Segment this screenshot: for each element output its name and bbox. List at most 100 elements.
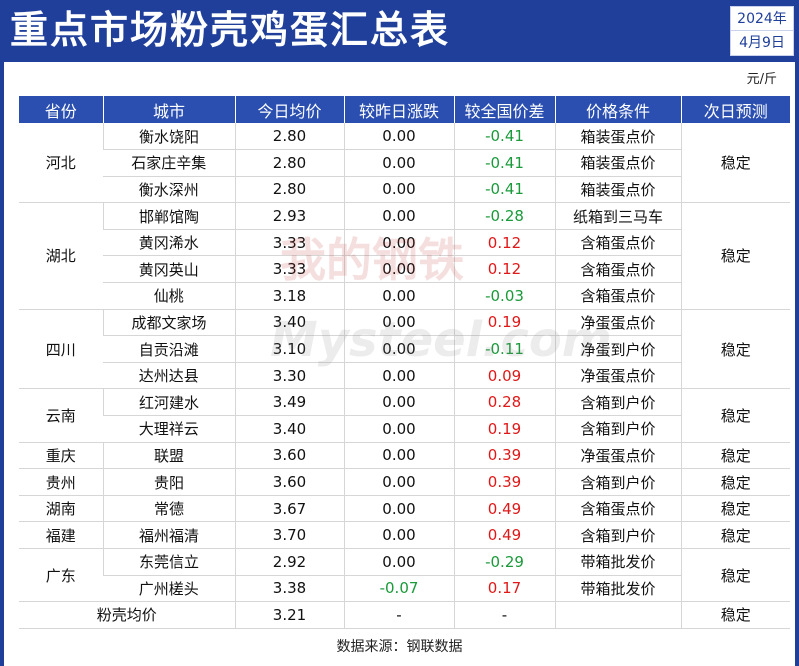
city-cell: 黄冈英山 [103, 255, 235, 284]
change-cell: -0.07 [343, 575, 454, 603]
condition-cell: 含箱蛋点价 [554, 495, 681, 523]
price-cell: 3.30 [234, 362, 344, 390]
table-row: 四川 成都文家场 3.40 0.00 0.19 净蛋蛋点价 稳定 [19, 309, 790, 390]
diff-cell: 0.49 [453, 495, 555, 523]
change-cell: 0.00 [343, 229, 454, 257]
diff-cell: 0.28 [453, 388, 555, 417]
table-row: 河北 衡水饶阳 2.80 0.00 -0.41 箱装蛋点价 稳定 [19, 123, 790, 204]
col-header-condition: 价格条件 [554, 96, 681, 123]
diff-cell: -0.41 [453, 123, 555, 151]
forecast-cell: 稳定 [680, 468, 790, 496]
city-cell: 衡水饶阳 [102, 123, 235, 151]
province-cell: 福建 [19, 521, 103, 549]
condition-cell: 净蛋到户价 [554, 335, 681, 363]
col-header-diff: 较全国价差 [453, 96, 555, 123]
city-cell: 东莞信立 [102, 548, 235, 576]
forecast-cell: 稳定 [680, 495, 790, 523]
date-box: 2024年 4月9日 [730, 6, 794, 56]
diff-cell: -0.28 [453, 202, 555, 230]
change-cell: 0.00 [343, 388, 454, 417]
col-header-change: 较昨日涨跌 [343, 96, 454, 123]
frame-left [0, 62, 4, 666]
table-row: 重庆 联盟 3.60 0.00 0.39 净蛋蛋点价 稳定 [19, 442, 790, 470]
condition-cell: 含箱蛋点价 [554, 282, 681, 310]
price-cell: 3.40 [234, 309, 344, 337]
table-row: 湖南 常德 3.67 0.00 0.49 含箱蛋点价 稳定 [19, 495, 790, 523]
diff-cell: 0.09 [453, 362, 555, 390]
province-cell: 河北 [19, 123, 103, 204]
price-cell: 2.80 [234, 149, 344, 177]
date-day: 4月9日 [739, 35, 785, 51]
price-cell: 2.80 [234, 176, 344, 204]
table-row: 达州达县 3.30 0.00 0.09 净蛋蛋点价 [19, 362, 790, 390]
price-cell: 3.38 [234, 575, 344, 603]
page-title: 重点市场粉壳鸡蛋汇总表 [10, 8, 451, 52]
condition-cell: 净蛋蛋点价 [554, 309, 681, 337]
province-cell: 云南 [19, 388, 103, 443]
province-cell: 湖南 [19, 495, 103, 523]
price-cell: 3.67 [234, 495, 344, 523]
data-source: 数据来源：钢联数据 [336, 639, 463, 655]
city-cell: 广州槎头 [103, 575, 235, 603]
city-cell: 红河建水 [102, 388, 235, 417]
condition-cell: 净蛋蛋点价 [554, 362, 681, 390]
table-row: 大理祥云 3.40 0.00 0.19 含箱到户价 [19, 415, 790, 443]
diff-cell: 0.39 [453, 442, 555, 470]
condition-cell: 纸箱到三马车 [554, 202, 681, 230]
change-cell: 0.00 [343, 362, 454, 390]
diff-cell: -0.41 [453, 149, 555, 177]
col-header-province: 省份 [19, 96, 103, 123]
city-cell: 衡水深州 [103, 176, 235, 204]
change-cell: 0.00 [343, 149, 454, 177]
condition-cell: 箱装蛋点价 [554, 123, 681, 151]
price-table: 省份 城市 今日均价 较昨日涨跌 较全国价差 价格条件 次日预测 河北 衡水饶阳 2… [19, 96, 790, 629]
diff-cell: 0.49 [453, 521, 555, 549]
price-cell: 2.93 [234, 202, 344, 230]
table-row: 云南 红河建水 3.49 0.00 0.28 含箱到户价 稳定 [19, 388, 790, 443]
condition-cell: 带箱批发价 [554, 548, 681, 576]
frame-right [795, 62, 799, 666]
forecast-cell: 稳定 [680, 442, 790, 470]
change-cell: 0.00 [343, 202, 454, 230]
province-cell: 广东 [19, 548, 103, 603]
city-cell: 仙桃 [103, 282, 235, 310]
diff-cell: 0.19 [453, 309, 555, 337]
province-cell: 重庆 [19, 442, 103, 470]
diff-cell: 0.19 [453, 415, 555, 443]
change-cell: 0.00 [343, 415, 454, 443]
change-cell: 0.00 [343, 335, 454, 363]
price-cell: 3.33 [234, 229, 344, 257]
change-cell: 0.00 [343, 495, 454, 523]
table-row: 福建 福州福清 3.70 0.00 0.49 含箱到户价 稳定 [19, 521, 790, 549]
col-header-price: 今日均价 [234, 96, 344, 123]
price-cell: 3.60 [234, 468, 344, 496]
summary-label: 粉壳均价 [19, 601, 235, 629]
city-cell: 石家庄辛集 [103, 149, 235, 177]
price-cell: 3.18 [234, 282, 344, 310]
table-row: 黄冈英山 3.33 0.00 0.12 含箱蛋点价 [19, 255, 790, 284]
unit-label: 元/斤 [746, 72, 777, 87]
table-row: 贵州 贵阳 3.60 0.00 0.39 含箱到户价 稳定 [19, 468, 790, 496]
city-cell: 联盟 [102, 442, 235, 470]
forecast-cell: 稳定 [680, 548, 790, 603]
summary-change: - [343, 601, 454, 629]
price-cell: 2.80 [234, 123, 344, 151]
condition-cell: 带箱批发价 [554, 575, 681, 603]
price-cell: 3.33 [234, 255, 344, 284]
city-cell: 大理祥云 [103, 415, 235, 443]
condition-cell: 箱装蛋点价 [554, 176, 681, 204]
price-cell: 2.92 [234, 548, 344, 576]
diff-cell: -0.03 [453, 282, 555, 310]
price-cell: 3.60 [234, 442, 344, 470]
price-cell: 3.49 [234, 388, 344, 417]
change-cell: 0.00 [343, 468, 454, 496]
province-cell: 湖北 [19, 202, 103, 310]
city-cell: 黄冈浠水 [103, 229, 235, 257]
forecast-cell: 稳定 [680, 123, 790, 204]
table-row: 仙桃 3.18 0.00 -0.03 含箱蛋点价 [19, 282, 790, 310]
condition-cell: 含箱到户价 [554, 388, 681, 417]
table-row: 衡水深州 2.80 0.00 -0.41 箱装蛋点价 [19, 176, 790, 204]
forecast-cell: 稳定 [680, 388, 790, 443]
table-body: 河北 衡水饶阳 2.80 0.00 -0.41 箱装蛋点价 稳定 石家庄辛集 2.80 0.00-… [19, 123, 790, 629]
diff-cell: -0.29 [453, 548, 555, 576]
